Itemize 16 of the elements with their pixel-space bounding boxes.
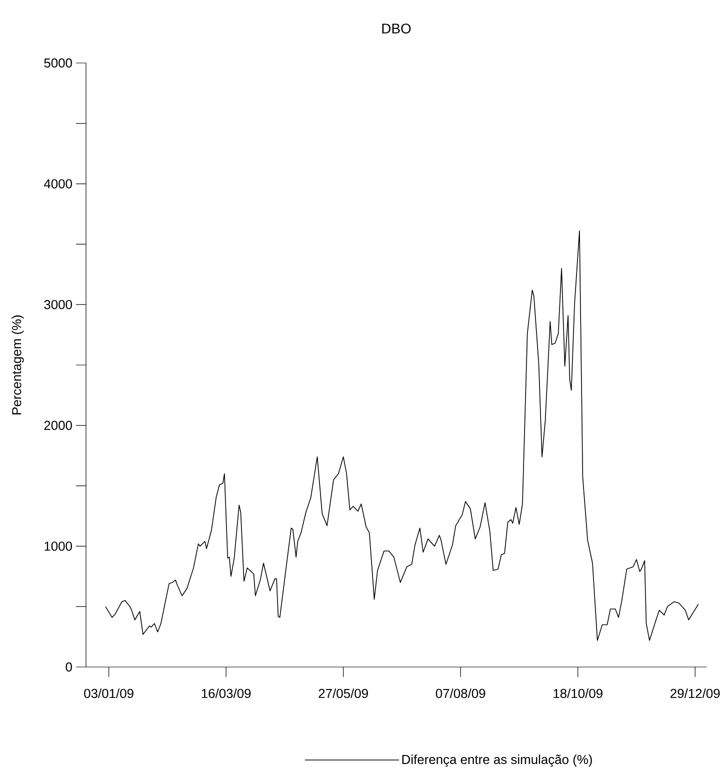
chart-title: DBO [382, 24, 411, 34]
x-tick-label: 29/12/09 [670, 688, 720, 698]
x-tick-label: 07/08/09 [436, 688, 486, 698]
y-tick-label: 2000 [44, 420, 72, 430]
y-tick-label: 0 [66, 662, 72, 672]
y-tick-label: 4000 [44, 179, 72, 188]
y-tick-label: 5000 [44, 58, 72, 68]
x-tick-label: 03/01/09 [84, 688, 134, 698]
line-series [105, 230, 699, 641]
y-tick-label: 3000 [44, 300, 72, 310]
y-tick-label: 1000 [44, 542, 72, 551]
x-tick-label: 27/05/09 [318, 688, 368, 698]
x-tick-label: 16/03/09 [202, 688, 251, 698]
x-tick-label: 18/10/09 [554, 688, 602, 698]
text: Diferença entre as simulação (%) [402, 754, 592, 767]
y-axis-title: Percentagem (%) [12, 315, 24, 414]
